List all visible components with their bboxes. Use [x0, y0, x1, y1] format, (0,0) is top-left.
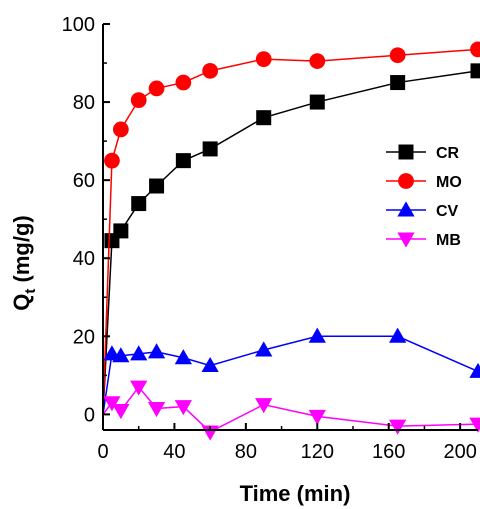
data-point-mo [389, 47, 406, 64]
data-point-cv [147, 343, 166, 359]
x-axis-label: Time (min) [240, 481, 351, 506]
legend-label-cr: CR [436, 145, 460, 162]
legend-label-cv: CV [436, 203, 459, 220]
data-point-cr [131, 196, 147, 212]
data-point-cv [174, 349, 192, 365]
data-point-cr [309, 94, 325, 110]
legend-marker-mo [398, 173, 414, 189]
x-tick-label: 160 [372, 441, 405, 463]
data-point-mo [130, 92, 147, 108]
y-tick-label: 80 [73, 92, 95, 114]
data-point-cv [130, 345, 148, 361]
data-point-cr [390, 75, 406, 91]
plot-area [102, 41, 480, 441]
data-point-mo [255, 51, 272, 68]
x-tick-label: 120 [301, 441, 334, 463]
data-point-cv [255, 341, 273, 357]
data-point-cr [149, 178, 165, 194]
y-tick-label: 20 [73, 326, 95, 348]
series-line-cr [102, 70, 479, 415]
data-point-mo [112, 121, 129, 138]
y-tick-label: 60 [73, 170, 95, 192]
data-point-mb [103, 396, 121, 412]
legend-marker-cv [397, 201, 415, 217]
data-point-cv [469, 362, 480, 378]
data-point-mb [174, 400, 192, 416]
data-point-mo [175, 74, 192, 91]
data-point-cr [175, 153, 191, 169]
data-point-mb [308, 409, 326, 425]
data-point-mb [389, 419, 407, 435]
data-point-cr [470, 63, 480, 79]
x-tick-label: 40 [163, 441, 185, 463]
legend-label-mb: MB [436, 232, 461, 249]
data-point-mo [470, 41, 480, 58]
data-point-mb [255, 398, 273, 414]
y-tick-label: 0 [84, 404, 95, 426]
data-point-cv [201, 356, 219, 373]
legend: CR MO CV MB [386, 144, 462, 249]
y-tick-label: 40 [73, 248, 95, 270]
x-tick-label: 0 [97, 441, 108, 463]
data-point-mo [309, 53, 326, 69]
data-point-cr [256, 110, 272, 126]
data-point-mo [148, 80, 165, 97]
axes: 0 40 80 120 160 200 0 20 40 60 80 100 [62, 14, 478, 463]
data-point-cr [202, 141, 218, 157]
legend-label-mo: MO [436, 174, 462, 191]
data-point-cv [112, 347, 130, 363]
data-point-mo [202, 62, 219, 79]
y-axis-label: Qt (mg/g) [9, 215, 39, 310]
x-tick-label: 200 [443, 441, 476, 463]
y-tick-label: 100 [62, 14, 95, 36]
x-tick-label: 80 [235, 441, 257, 463]
data-point-mb [147, 402, 166, 418]
legend-marker-mb [397, 232, 415, 248]
data-point-mb [469, 417, 480, 433]
data-point-mb [112, 404, 130, 420]
legend-marker-cr [398, 144, 414, 160]
data-point-cr [113, 223, 129, 239]
data-point-mo [104, 152, 120, 169]
data-point-cv [389, 327, 407, 343]
data-point-mb [130, 380, 148, 396]
series-line-mo [102, 48, 479, 415]
data-point-cv [308, 327, 326, 343]
